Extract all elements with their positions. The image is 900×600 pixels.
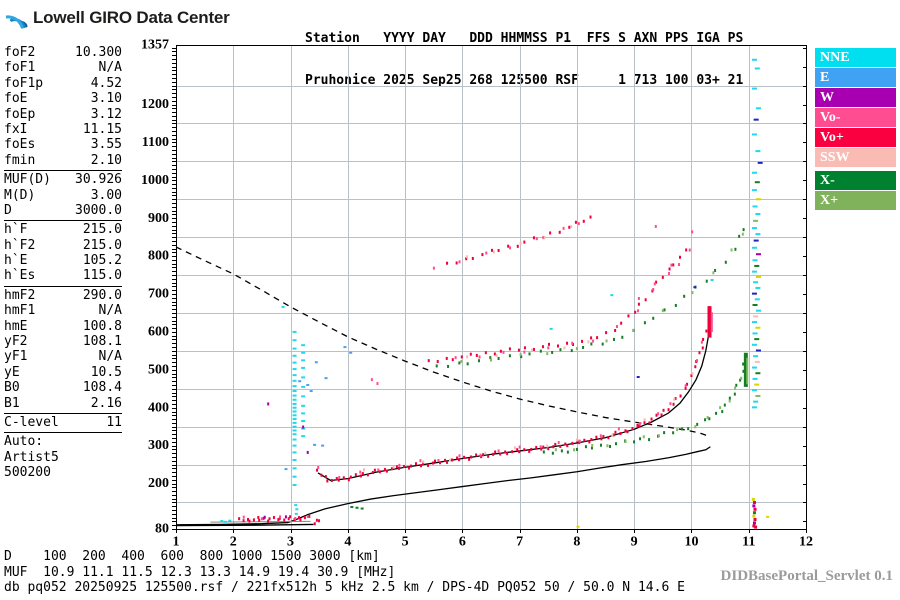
legend-item-vominus: Vo- — [815, 108, 896, 127]
echo-direction-legend: NNE E W Vo- Vo+ SSW X- X+ — [815, 48, 896, 211]
legend-item-voplus: Vo+ — [815, 128, 896, 147]
d-row: D 100 200 400 600 800 1000 1500 3000 [km… — [4, 549, 380, 564]
muf-row: MUF 10.9 11.1 11.5 12.3 13.3 14.9 19.4 3… — [4, 564, 396, 580]
servlet-version-label: DIDBasePortal_Servlet 0.1 — [720, 568, 893, 584]
legend-item-w: W — [815, 88, 896, 107]
legend-item-xplus: X+ — [815, 191, 896, 210]
legend-item-e: E — [815, 68, 896, 87]
legend-item-xminus: X- — [815, 171, 896, 190]
measurement-info-line: db pq052 20250925 125500.rsf / 221fx512h… — [4, 580, 685, 595]
legend-item-nne: NNE — [815, 48, 896, 67]
legend-item-ssw: SSW — [815, 148, 896, 167]
dmuf-table: D 100 200 400 600 800 1000 1500 3000 [km… — [4, 549, 685, 596]
